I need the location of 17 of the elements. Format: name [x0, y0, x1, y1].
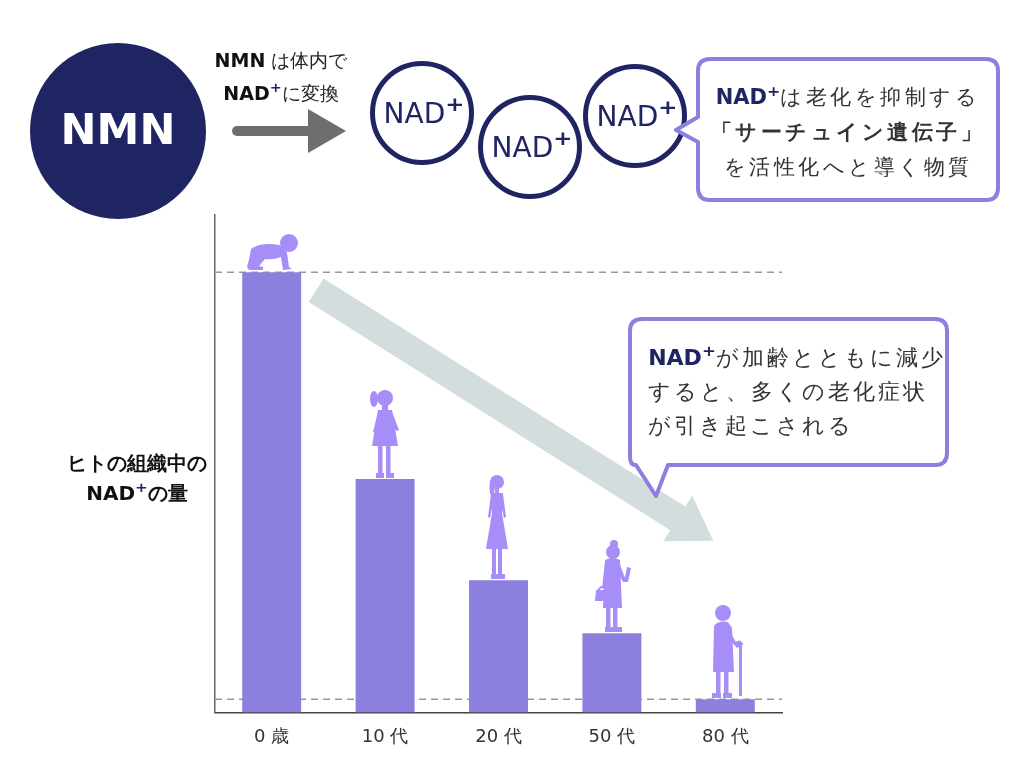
text: NAD⁺は老化を抑制する「サーチュイン遺伝子」を活性化へと導く物質: [710, 79, 986, 181]
y-axis-title: ヒトの組織中のNAD⁺の量: [67, 450, 207, 508]
x-tick-label: 80 代: [701, 724, 749, 746]
text: NMN は体内でNAD⁺に変換: [214, 48, 348, 107]
bar: [582, 633, 642, 713]
text: NAD⁺: [491, 123, 573, 166]
text: NMN: [60, 104, 176, 154]
bar: [355, 479, 415, 713]
x-tick-label: 10 代: [361, 724, 409, 746]
text: NAD⁺: [383, 89, 465, 132]
bar: [695, 699, 755, 713]
x-tick-label: 20 代: [475, 724, 522, 746]
text: NAD⁺: [596, 92, 678, 135]
x-tick-label: 50 代: [588, 724, 636, 746]
bar: [469, 580, 528, 713]
annotation: NAD⁺: [648, 340, 716, 371]
x-tick-label: 0 歳: [254, 724, 290, 746]
